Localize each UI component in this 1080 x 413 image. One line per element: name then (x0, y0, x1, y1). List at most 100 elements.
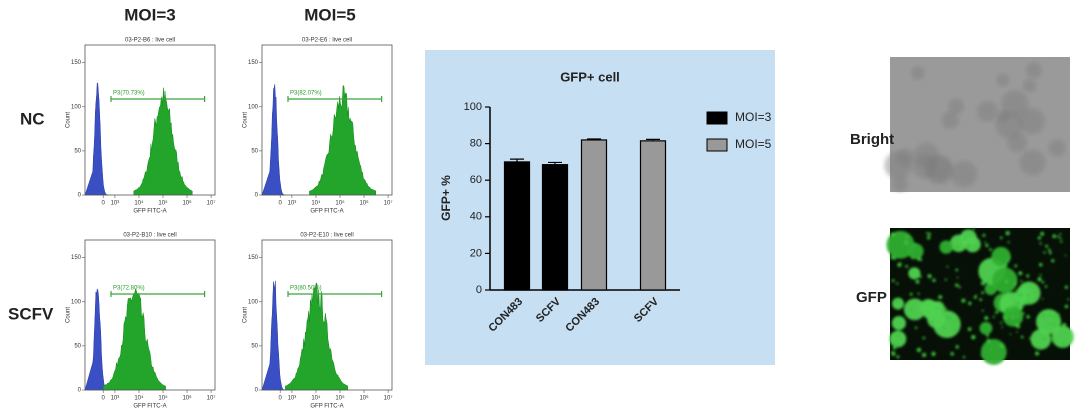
speck (1029, 337, 1031, 340)
plot-frame (84, 44, 216, 196)
speck (1039, 242, 1042, 245)
y-tick-label: 20 (470, 247, 482, 259)
y-tick-label: 60 (470, 174, 482, 186)
speck (896, 282, 899, 285)
speck (1060, 240, 1063, 243)
speck (1003, 263, 1008, 268)
plot-frame (261, 44, 393, 196)
cell (911, 66, 925, 80)
image-label: GFP (856, 289, 887, 306)
y-axis-label: GFP+ % (439, 175, 453, 221)
speck (984, 241, 987, 243)
cell (1019, 149, 1046, 176)
speck (1045, 244, 1049, 248)
speck (986, 338, 991, 343)
speck (1055, 313, 1060, 318)
y-tick-label: 150 (248, 60, 259, 66)
speck (992, 315, 995, 318)
speck (953, 327, 958, 332)
speck (1000, 321, 1003, 324)
x-tick-label: 10⁶ (182, 395, 192, 402)
speck (952, 321, 956, 325)
speck (1061, 342, 1066, 347)
speck (955, 268, 959, 272)
bar (580, 139, 608, 291)
speck (1005, 230, 1010, 236)
speck (1022, 312, 1025, 315)
y-tick-label: 50 (74, 148, 81, 154)
speck (1038, 263, 1043, 267)
plot-frame (84, 239, 216, 391)
speck (1048, 323, 1051, 325)
speck (892, 345, 897, 350)
histogram-positive (309, 85, 376, 196)
speck (926, 310, 929, 313)
x-tick-label: 10⁵ (158, 200, 168, 207)
cell (1018, 107, 1045, 135)
histogram-positive (133, 87, 193, 196)
speck (1042, 336, 1046, 341)
y-tick-label: 150 (71, 60, 82, 66)
cell (976, 100, 998, 122)
speck (1016, 330, 1018, 333)
colony (891, 316, 906, 331)
x-tick-label: 10⁶ (359, 395, 369, 402)
speck (895, 343, 899, 347)
speck (961, 298, 966, 303)
speck (1041, 280, 1045, 284)
speck (958, 285, 961, 289)
error-bar (587, 138, 601, 140)
y-tick-label: 0 (78, 193, 82, 199)
speck (1048, 248, 1051, 252)
speck (896, 334, 900, 338)
speck (1014, 323, 1019, 328)
cell (912, 154, 937, 179)
bar (503, 161, 531, 291)
speck (986, 334, 989, 337)
histogram-positive (102, 287, 166, 391)
cell (948, 98, 964, 115)
speck (1006, 259, 1009, 262)
x-tick-label: 10³ (111, 201, 120, 207)
cell (892, 176, 908, 193)
speck (973, 295, 977, 299)
speck (917, 257, 922, 262)
colony (979, 321, 993, 335)
speck (1057, 317, 1060, 320)
panel-title: 03-P2-B6 : live cell (125, 38, 175, 44)
speck (1007, 241, 1010, 244)
histogram-negative (261, 84, 286, 196)
histogram-negative (84, 288, 109, 391)
speck (980, 354, 983, 357)
speck (963, 238, 966, 241)
x-tick-label: 10⁶ (359, 200, 369, 207)
speck (1000, 236, 1003, 240)
speck (950, 352, 954, 356)
y-tick-label: 100 (464, 101, 482, 113)
gate-label: P3(70.73%) (113, 91, 145, 97)
speck (955, 283, 959, 287)
x-tick-label: 10⁵ (335, 395, 345, 402)
speck (1046, 322, 1050, 325)
speck (1067, 298, 1070, 301)
speck (986, 279, 990, 284)
gate-label: P3(80.50%) (290, 286, 322, 292)
x-tick-label: 10⁷ (207, 200, 216, 207)
chart-title: GFP+ cell (560, 69, 620, 84)
speck (1064, 285, 1068, 289)
row-label: NC (20, 109, 45, 128)
speck (989, 248, 992, 251)
speck (1041, 298, 1044, 300)
y-tick-label: 150 (248, 255, 259, 261)
speck (999, 343, 1005, 348)
speck (972, 228, 975, 231)
histogram-negative (261, 280, 286, 391)
speck (962, 355, 966, 359)
column-label: MOI=3 (124, 5, 176, 24)
speck (1052, 234, 1057, 239)
speck (896, 355, 900, 359)
gate-label: P3(82.07%) (290, 91, 322, 97)
speck (893, 256, 897, 260)
x-tick-label: 10⁴ (134, 395, 144, 402)
